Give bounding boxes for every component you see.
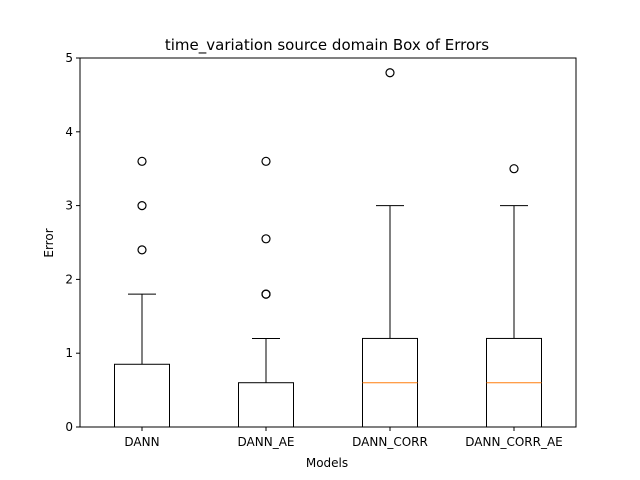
plot-area bbox=[114, 68, 542, 428]
y-tick-label: 5 bbox=[65, 51, 73, 65]
outlier-point bbox=[137, 201, 147, 211]
y-axis-label: Error bbox=[42, 228, 56, 257]
chart-title: time_variation source domain Box of Erro… bbox=[165, 36, 489, 55]
y-tick-label: 2 bbox=[65, 272, 73, 286]
outlier-point bbox=[509, 164, 519, 174]
x-tick-label: DANN bbox=[124, 435, 159, 449]
x-tick-label: DANN_CORR_AE bbox=[465, 435, 562, 449]
box-dann-corr bbox=[362, 68, 418, 428]
box-body bbox=[114, 363, 170, 428]
box-body bbox=[238, 382, 294, 428]
x-tick-label: DANN_AE bbox=[238, 435, 295, 449]
box-dann bbox=[114, 156, 170, 428]
box-dann-ae bbox=[238, 156, 294, 428]
y-tick-label: 1 bbox=[65, 346, 73, 360]
y-axis: 0 1 2 3 4 5 bbox=[65, 51, 80, 434]
x-tick-label: DANN_CORR bbox=[352, 435, 428, 449]
outlier-point bbox=[261, 289, 271, 299]
outlier-point bbox=[261, 234, 271, 244]
x-axis: DANN DANN_AE DANN_CORR DANN_CORR_AE bbox=[124, 427, 563, 449]
outlier-point bbox=[261, 156, 271, 166]
outlier-point bbox=[137, 245, 147, 255]
x-axis-label: Models bbox=[306, 456, 348, 470]
plot-frame bbox=[79, 57, 577, 428]
y-tick-label: 4 bbox=[65, 125, 73, 139]
box-dann-corr-ae bbox=[486, 164, 542, 428]
y-tick-label: 0 bbox=[65, 420, 73, 434]
y-tick-label: 3 bbox=[65, 199, 73, 213]
outlier-point bbox=[137, 156, 147, 166]
outlier-point bbox=[385, 68, 395, 78]
